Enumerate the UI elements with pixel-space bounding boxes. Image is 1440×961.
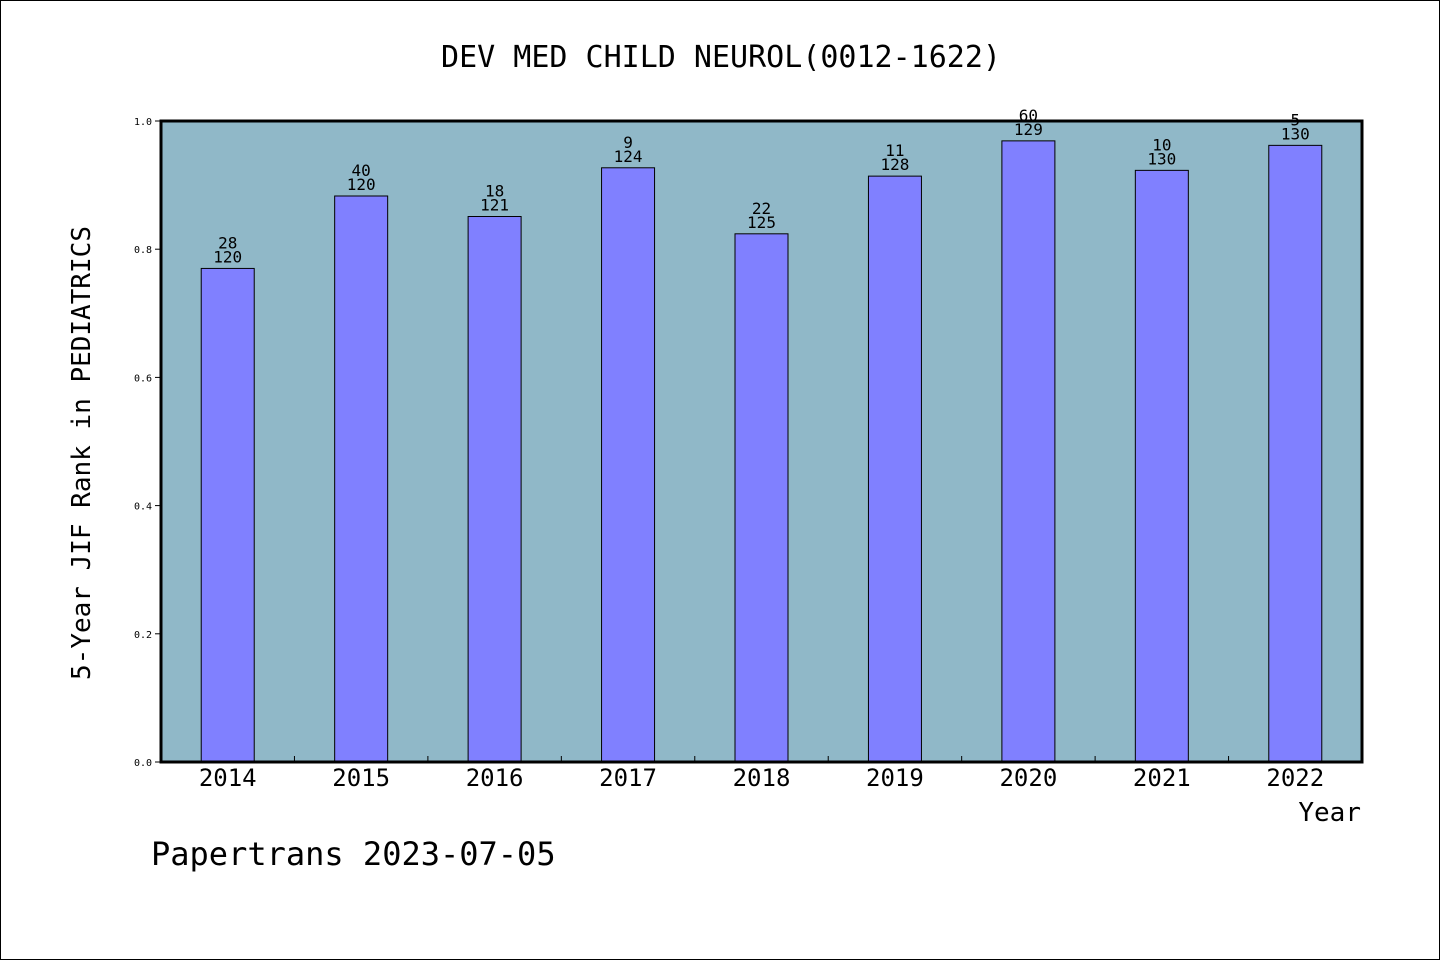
- y-tick-label: 0.2: [134, 630, 152, 641]
- y-axis: 0.0 0.2 0.4 0.6 0.8 1.0: [134, 117, 161, 769]
- x-tick-label: 2021: [1133, 764, 1191, 792]
- bar-2019: [867, 175, 922, 763]
- chart-title: DEV MED CHILD NEUROL(0012-1622): [441, 40, 1001, 75]
- bar-total-label: 130: [1281, 124, 1310, 143]
- bar-2016: [467, 216, 522, 763]
- x-tick-label: 2016: [466, 764, 524, 792]
- bar-rank-label: 10: [1152, 135, 1171, 154]
- bar-rank-label: 40: [352, 161, 371, 180]
- bar-rank-label: 28: [218, 233, 237, 252]
- bar-2015: [334, 195, 389, 763]
- bar-2022: [1268, 144, 1323, 763]
- x-tick-label: 2022: [1266, 764, 1324, 792]
- x-axis-label: Year: [1298, 798, 1361, 828]
- y-tick-label: 0.4: [134, 502, 152, 513]
- y-tick-label: 0.6: [134, 373, 152, 384]
- bar-rank-label: 22: [752, 199, 771, 218]
- bar-2018: [734, 233, 789, 763]
- bar-2017: [601, 167, 656, 763]
- bar-total-label: 120: [347, 175, 376, 194]
- x-axis: 2014 2015 2016 2017 2018 2019 2020 2021 2022: [199, 756, 1324, 792]
- bar-total-label: 120: [213, 247, 242, 266]
- footer-credit: Papertrans 2023-07-05: [151, 835, 556, 873]
- bar-total-label: 128: [880, 155, 909, 174]
- bar-2014: [200, 267, 255, 763]
- bar-2020: [1001, 140, 1056, 763]
- y-tick-label: 1.0: [134, 117, 152, 128]
- bar-total-label: 125: [747, 213, 776, 232]
- bar-total-label: 121: [480, 196, 509, 215]
- bar-rank-label: 18: [485, 182, 504, 201]
- bar-rank-label: 9: [623, 133, 633, 152]
- y-axis-label: 5-Year JIF Rank in PEDIATRICS: [67, 226, 97, 680]
- y-tick-label: 0.8: [134, 245, 152, 256]
- x-tick-label: 2018: [733, 764, 791, 792]
- bar-total-label: 130: [1147, 149, 1176, 168]
- x-tick-label: 2014: [199, 764, 257, 792]
- bar-2021: [1134, 169, 1189, 763]
- y-tick-label: 0.0: [134, 758, 152, 769]
- bar-rank-label: 11: [885, 141, 904, 160]
- plot-border: [159, 119, 1364, 764]
- x-tick-label: 2020: [999, 764, 1057, 792]
- x-tick-label: 2019: [866, 764, 924, 792]
- x-tick-label: 2017: [599, 764, 657, 792]
- x-tick-label: 2015: [332, 764, 390, 792]
- bar-total-label: 124: [614, 147, 643, 166]
- bar-total-label: 129: [1014, 120, 1043, 139]
